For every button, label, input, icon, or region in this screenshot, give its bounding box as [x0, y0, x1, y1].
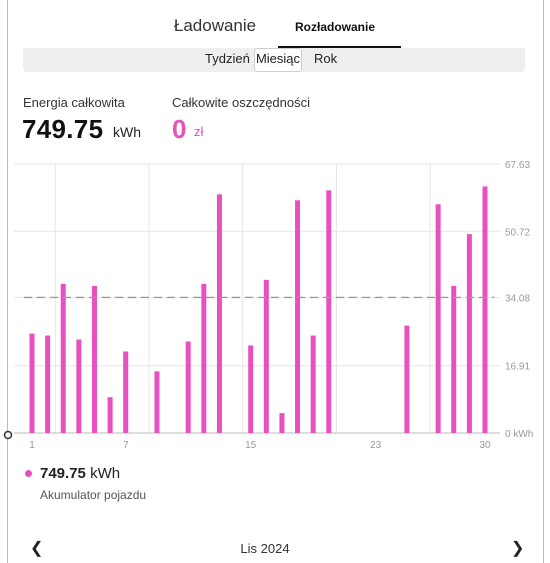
active-tab-indicator — [278, 46, 401, 48]
chart-bar — [216, 194, 222, 433]
total-savings-label: Całkowite oszczędności — [172, 95, 311, 110]
period-year-button[interactable]: Rok — [314, 51, 338, 66]
x-tick-label: 23 — [370, 440, 382, 451]
chart-bar — [29, 333, 35, 433]
y-tick-label: 34.08 — [505, 293, 530, 304]
total-energy-label: Energia całkowita — [23, 95, 125, 110]
current-month-label: Lis 2024 — [240, 541, 290, 556]
y-tick-label: 0 kWh — [505, 429, 533, 440]
mode-tabs: Ładowanie Rozładowanie — [0, 0, 550, 48]
chart-bar — [91, 285, 97, 433]
energy-bar-chart: 0 kWh 16.91 34.08 50.72 67.63 1 7 15 23 30 — [3, 160, 533, 451]
x-tick-label: 30 — [479, 440, 491, 451]
frame-right-border — [543, 0, 544, 563]
legend-value-number: 749.75 — [40, 465, 86, 482]
chart-bar — [76, 339, 82, 433]
chart-bar — [60, 283, 66, 433]
chart-bar — [435, 204, 441, 433]
legend-series-label: Akumulator pojazdu — [40, 488, 147, 502]
chart-bar — [154, 371, 160, 433]
y-tick-label: 16.91 — [505, 362, 530, 373]
chevron-right-icon[interactable]: ❯ — [511, 540, 525, 557]
legend-marker — [25, 470, 32, 477]
period-selector: Tydzień Miesiąc Rok — [23, 48, 525, 72]
chart-bar — [107, 397, 113, 433]
period-week-button[interactable]: Tydzień — [205, 51, 250, 66]
total-savings-unit: zł — [194, 124, 204, 139]
chart-bar — [279, 413, 285, 433]
chevron-left-icon[interactable]: ❮ — [30, 540, 44, 557]
chart-bar — [248, 345, 254, 433]
chart-bar — [201, 283, 207, 433]
x-tick-label: 15 — [245, 440, 257, 451]
chart-bar — [482, 186, 488, 433]
chart-bar — [295, 200, 301, 433]
chart-bar — [45, 335, 51, 433]
tab-discharging[interactable]: Rozładowanie — [294, 20, 375, 34]
chart-bar — [404, 325, 410, 433]
legend-value: 749.75 kWh — [40, 465, 120, 482]
chart-bar — [326, 190, 332, 433]
total-energy-value: 749.75 — [22, 114, 104, 144]
tab-charging[interactable]: Ładowanie — [173, 16, 257, 35]
period-month-button[interactable]: Miesiąc — [254, 48, 302, 72]
legend-value-unit: kWh — [90, 465, 121, 482]
x-tick-label: 7 — [123, 440, 129, 451]
frame-left-border — [7, 0, 8, 563]
total-savings-value: 0 — [172, 114, 187, 144]
y-tick-label: 50.72 — [505, 227, 530, 238]
chart-bar — [466, 234, 472, 433]
total-energy-unit: kWh — [113, 124, 141, 140]
chart-bar — [310, 335, 316, 433]
chart-bar — [185, 341, 191, 433]
chart-bar — [263, 279, 269, 433]
chart-bar — [123, 351, 129, 433]
y-tick-label: 67.63 — [505, 160, 530, 171]
chart-bar — [451, 285, 457, 433]
x-tick-label: 1 — [29, 440, 35, 451]
scrubber-handle — [3, 430, 13, 440]
